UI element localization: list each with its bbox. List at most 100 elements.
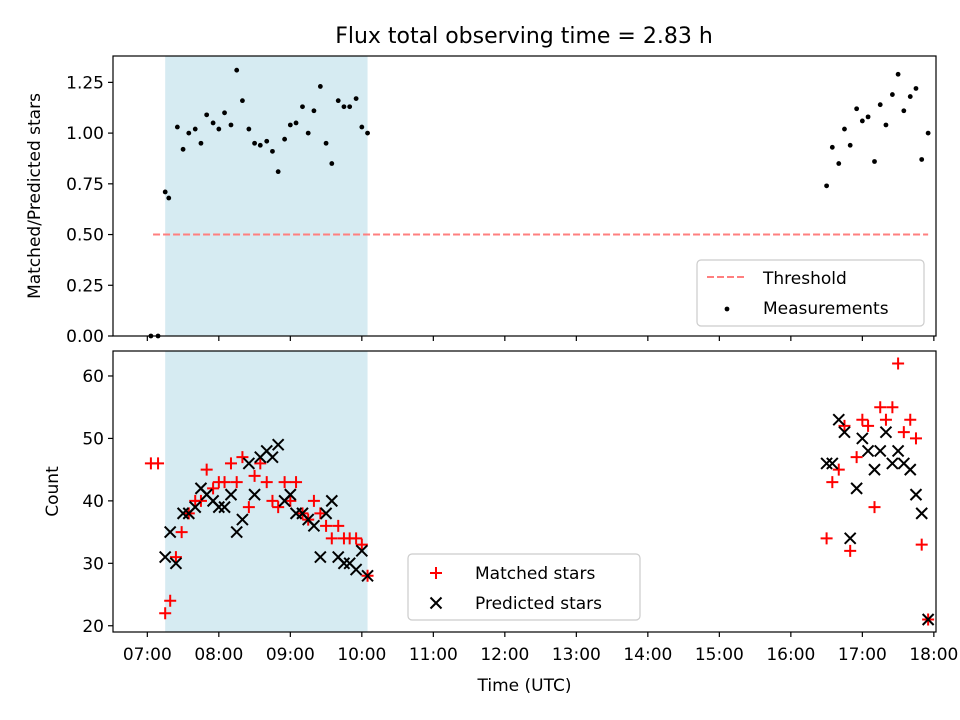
measurements-point <box>329 161 335 166</box>
y-tick-label: 60 <box>82 367 104 387</box>
predicted-stars-point <box>284 488 297 501</box>
measurements-point <box>240 98 245 104</box>
predicted-stars-point <box>163 525 177 539</box>
predicted-stars-point <box>361 569 374 583</box>
measurements-point <box>847 142 853 148</box>
x-tick-label: 11:00 <box>409 645 458 665</box>
x-tick-label: 09:00 <box>266 645 315 665</box>
x-tick-label: 17:00 <box>838 645 887 665</box>
y-tick-label: 1.25 <box>66 73 104 93</box>
predicted-stars-point <box>355 544 369 558</box>
measurements-point <box>317 84 323 89</box>
x-tick-label: 15:00 <box>695 645 744 665</box>
matched-stars-point <box>904 413 917 426</box>
matched-stars-point <box>897 426 910 439</box>
x-tick-label: 18:00 <box>909 645 958 665</box>
matched-stars-point <box>320 519 333 532</box>
x-tick-label: 07:00 <box>123 645 172 665</box>
matched-stars-point <box>260 476 273 489</box>
y-tick-label: 0.00 <box>66 327 104 347</box>
x-tick-label: 10:00 <box>337 645 386 665</box>
predicted-stars-point <box>891 444 905 458</box>
matched-stars-point <box>838 419 851 432</box>
legend-label: Predicted stars <box>475 594 602 614</box>
predicted-stars-point <box>266 450 279 464</box>
matched-stars-point <box>290 476 303 489</box>
measurements-point <box>166 195 172 201</box>
predicted-stars-point <box>337 557 351 570</box>
predicted-stars-point <box>904 463 917 476</box>
chart-title: Flux total observing time = 2.83 h <box>335 24 713 49</box>
measurements-point <box>865 114 871 120</box>
legend-label: Threshold <box>762 269 847 289</box>
measurements-point <box>198 140 204 146</box>
predicted-stars-point <box>236 513 249 526</box>
shaded-span <box>165 351 368 632</box>
predicted-stars-point <box>861 444 875 458</box>
shaded-span <box>165 56 368 336</box>
measurements-point <box>293 120 299 126</box>
measurements-point <box>829 144 835 150</box>
matched-stars-point <box>844 544 857 557</box>
measurements-point <box>347 104 353 110</box>
matched-stars-point <box>218 476 231 489</box>
measurements-point <box>353 96 359 102</box>
legend-label: Matched stars <box>475 564 595 584</box>
predicted-stars-point <box>874 444 887 458</box>
matched-stars-point <box>862 419 875 432</box>
measurements-point <box>210 120 216 126</box>
matched-stars-point <box>355 538 368 551</box>
measurements-point <box>174 124 180 130</box>
matched-stars-point <box>242 501 255 514</box>
measurements-point <box>836 161 842 166</box>
x-tick-label: 14:00 <box>623 645 672 665</box>
measurements-point <box>300 104 305 110</box>
matched-stars-point <box>307 494 320 507</box>
measurements-point <box>877 102 883 108</box>
measurements-point <box>305 130 311 136</box>
legend-measurements-swatch <box>724 306 730 312</box>
predicted-stars-point <box>349 563 363 576</box>
matched-stars-point <box>248 469 261 482</box>
predicted-stars-point <box>176 507 190 520</box>
matched-stars-point <box>350 532 363 545</box>
predicted-stars-point <box>879 425 893 439</box>
matched-stars-point <box>325 532 338 545</box>
x-tick-label: 16:00 <box>766 645 815 665</box>
measurements-point <box>246 126 252 132</box>
y-tick-label: 1.00 <box>66 124 104 144</box>
predicted-stars-point <box>856 432 869 445</box>
matched-stars-point <box>254 457 267 470</box>
matched-stars-point <box>152 457 165 470</box>
predicted-stars-point <box>886 457 899 470</box>
y-tick-label: 0.50 <box>66 226 104 246</box>
matched-stars-point <box>169 551 182 564</box>
measurements-point <box>901 108 907 114</box>
predicted-stars-point <box>832 413 845 426</box>
predicted-stars-point <box>915 507 928 520</box>
predicted-stars-point <box>230 525 243 539</box>
measurements-point <box>287 122 293 128</box>
measurements-point <box>335 98 341 104</box>
matched-stars-point <box>207 482 220 495</box>
y-tick-label: 30 <box>82 554 104 574</box>
predicted-stars-point <box>850 482 863 495</box>
measurements-point <box>228 122 234 128</box>
matched-stars-point <box>272 501 285 514</box>
predicted-stars-point <box>271 438 285 451</box>
predicted-stars-point <box>843 532 857 545</box>
y-tick-label: 0.75 <box>66 175 104 195</box>
matched-stars-point <box>832 463 845 476</box>
y-axis-label: Matched/Predicted stars <box>25 93 45 299</box>
measurements-point <box>162 189 168 195</box>
matched-stars-point <box>915 538 928 551</box>
legend: Threshold Measurements <box>696 259 925 327</box>
y-tick-label: 20 <box>82 617 104 637</box>
y-axis-label: Count <box>43 466 63 517</box>
matched-stars-point <box>278 476 291 489</box>
axes-frame <box>112 55 937 337</box>
matched-stars-point <box>909 432 922 445</box>
predicted-stars-point <box>319 507 333 520</box>
matched-stars-point <box>856 413 869 426</box>
matched-stars-point <box>175 526 188 539</box>
